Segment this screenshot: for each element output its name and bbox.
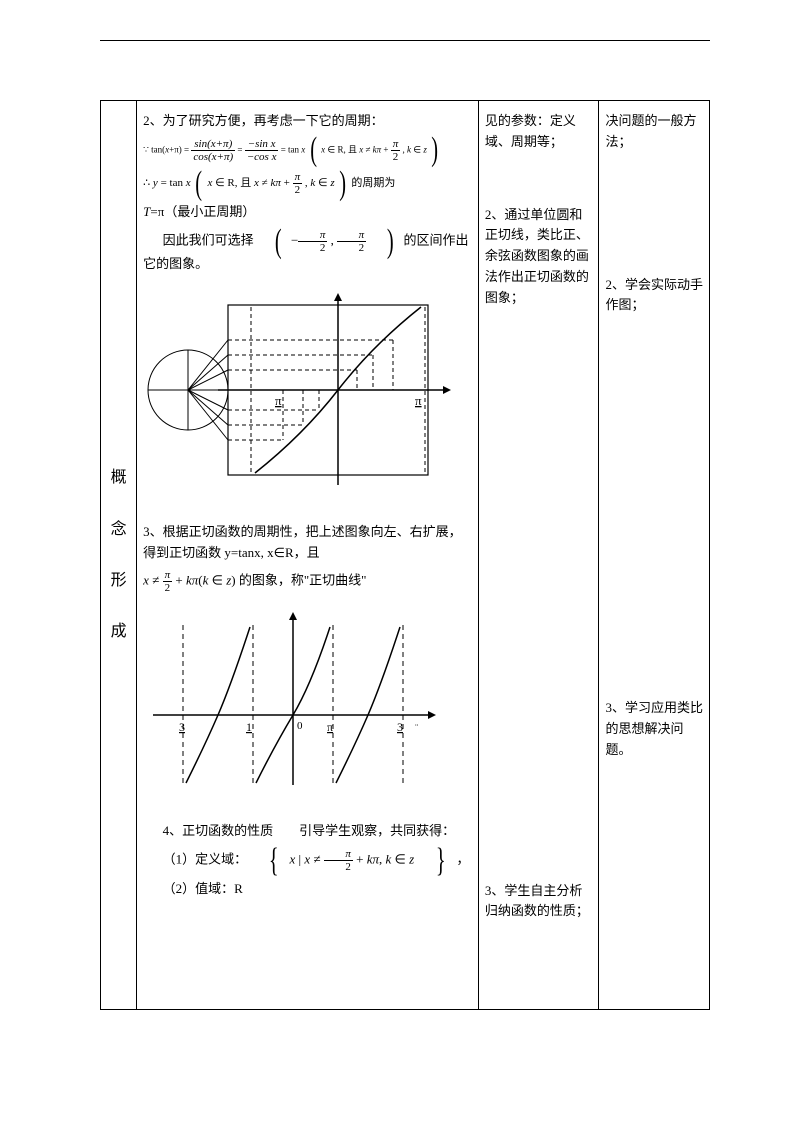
design-p1: 决问题的一般方法；: [605, 111, 703, 153]
extend-text-b: x ≠ π2 + kπ(k ∈ z) 的图象，称"正切曲线": [143, 569, 472, 594]
main-cell: 2、为了研究方便，再考虑一下它的周期： ∵ tan(x+π) = sin(x+π…: [137, 101, 479, 1010]
design-cell: 决问题的一般方法； 2、学会实际动手作图； 3、学习应用类比的思想解决问题。: [599, 101, 710, 1010]
svg-text:π: π: [327, 720, 333, 734]
eq1-den2: −cos x: [245, 151, 279, 163]
interval-select: 因此我们可选择 ( −π2 , π2 ) 的区间作出它的图象。: [143, 229, 472, 275]
extend-after: 的图象，称"正切曲线": [239, 573, 367, 588]
design-p3: 3、学习应用类比的思想解决问题。: [605, 698, 703, 760]
svg-text:¨: ¨: [415, 723, 419, 734]
student-cell: 见的参数：定义域、周期等； 2、通过单位圆和正切线，类比正、余弦函数图象的画法作…: [478, 101, 599, 1010]
student-p2: 2、通过单位圆和正切线，类比正、余弦函数图象的画法作出正切函数的图象；: [485, 205, 593, 309]
period-value: T=π（最小正周期）: [143, 202, 472, 223]
intv-pi-l: π: [298, 229, 327, 242]
equation-2: ∴ y = tan x ( x ∈ R, 且 x ≠ kπ + π2 , k ∈…: [143, 171, 472, 196]
graph2-svg: 3 1 0 π 3 ¨: [143, 605, 443, 795]
svg-text:3: 3: [179, 720, 185, 734]
eq1-pi: π: [391, 138, 401, 151]
eq1-den1: cos(x+π): [191, 151, 235, 163]
document-page: 概念形成 2、为了研究方便，再考虑一下它的周期： ∵ tan(x+π) = si…: [0, 0, 800, 1132]
svg-text:π: π: [415, 393, 422, 408]
graph1-svg: π π: [143, 285, 463, 495]
header-rule: [100, 40, 710, 41]
tangent-extended-graph: 3 1 0 π 3 ¨: [143, 605, 472, 802]
p1-end: ，: [456, 852, 469, 867]
eq2-pi: π: [293, 171, 303, 184]
tangent-construction-graph: π π: [143, 285, 472, 502]
svg-text:3: 3: [397, 720, 403, 734]
intv-2-l: 2: [298, 242, 327, 254]
p1-pi: π: [324, 848, 353, 861]
svg-text:π: π: [275, 393, 282, 408]
svg-text:1: 1: [246, 720, 252, 734]
design-p2: 2、学会实际动手作图；: [605, 275, 703, 317]
svg-text:0: 0: [297, 720, 303, 732]
table-row: 概念形成 2、为了研究方便，再考虑一下它的周期： ∵ tan(x+π) = si…: [101, 101, 710, 1010]
intv-pi-r: π: [337, 229, 366, 242]
property-2: （2）值域：R: [143, 879, 472, 900]
eq1-num1: sin(x+π): [191, 138, 235, 151]
eq2-after: 的周期为: [351, 177, 395, 189]
lesson-table: 概念形成 2、为了研究方便，再考虑一下它的周期： ∵ tan(x+π) = si…: [100, 100, 710, 1010]
p1-2: 2: [324, 861, 353, 873]
eq1-num2: −sin x: [245, 138, 279, 151]
property-1: （1）定义域： { x | x ≠ π2 + kπ, k ∈ z } ，: [143, 848, 472, 873]
equation-1: ∵ tan(x+π) = sin(x+π)cos(x+π) = −sin x−c…: [143, 138, 472, 163]
extend-text-a: 3、根据正切函数的周期性，把上述图象向左、右扩展，得到正切函数 y=tanx, …: [143, 522, 472, 564]
intv-2-r: 2: [337, 242, 366, 254]
sel-before: 因此我们可选择: [163, 233, 257, 248]
properties-intro: 4、正切函数的性质 引导学生观察，共同获得：: [143, 821, 472, 842]
student-p1: 见的参数：定义域、周期等；: [485, 111, 593, 153]
phase-label: 概念形成: [111, 465, 127, 644]
eq1-2: 2: [391, 151, 401, 163]
phase-cell: 概念形成: [101, 101, 137, 1010]
prop1-label: （1）定义域：: [163, 852, 248, 867]
student-p3: 3、学生自主分析归纳函数的性质；: [485, 881, 593, 923]
eq2-2: 2: [293, 184, 303, 196]
period-intro: 2、为了研究方便，再考虑一下它的周期：: [143, 111, 472, 132]
